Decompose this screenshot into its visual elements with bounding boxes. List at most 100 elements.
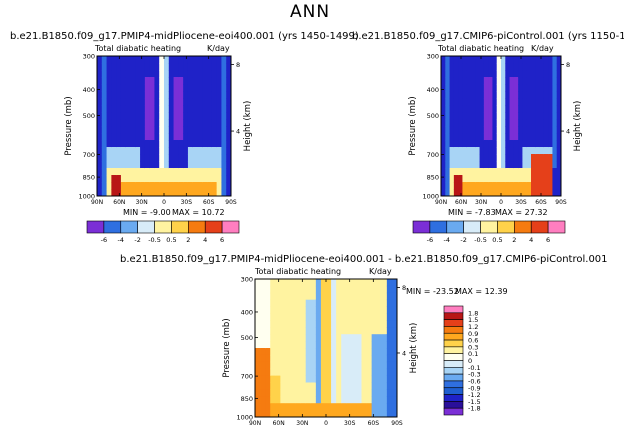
panel2-cell — [441, 189, 446, 197]
panel1-cell — [135, 56, 141, 64]
panel1-cell — [144, 168, 151, 176]
panel3-cell — [300, 354, 307, 363]
panel1-cell — [197, 105, 203, 113]
panel3-cell — [255, 279, 261, 287]
panel2-cell — [445, 147, 450, 155]
panel2-cell — [509, 77, 515, 85]
panel3-cell — [376, 396, 383, 404]
panel3-cell — [265, 279, 271, 287]
panel3-cell — [270, 334, 276, 342]
panel3-cell — [341, 334, 347, 342]
panel3-cell — [310, 341, 317, 349]
panel2-cell — [513, 91, 519, 99]
panel3-cell — [351, 396, 357, 404]
panel3-cell — [295, 396, 302, 404]
panel2-cell — [466, 154, 472, 162]
panel3-cell — [326, 292, 332, 301]
panel1-cell — [221, 175, 227, 183]
panel2-cell — [453, 63, 459, 71]
panel1-cell — [207, 105, 213, 113]
panel1-cell — [221, 56, 227, 64]
panel1-cell — [149, 56, 155, 64]
panel3-cell — [366, 354, 373, 363]
panel2-cell — [496, 147, 502, 155]
panel1-cell — [168, 91, 174, 99]
panel2-cell — [458, 119, 463, 127]
panel3-cell — [381, 375, 388, 383]
panel3-y-tick-label: 850 — [241, 395, 253, 403]
panel1-cell — [216, 56, 222, 64]
panel2-cell — [449, 112, 455, 120]
panel1-cell — [187, 119, 194, 127]
panel2-x-tick-label: 30N — [475, 199, 487, 206]
panel2-cell — [466, 105, 472, 113]
panel3-cell — [391, 382, 398, 390]
panel2-cell — [526, 98, 532, 106]
panel2-cell — [556, 77, 562, 85]
panel1-cell — [192, 56, 198, 64]
panel1-cell — [211, 140, 218, 148]
panel2-cell — [526, 154, 532, 162]
panel1-cell — [149, 63, 155, 71]
panel1-cell — [187, 105, 194, 113]
panel2-cell — [471, 112, 476, 120]
panel2-cell — [526, 77, 532, 85]
panel2-cell — [496, 119, 502, 127]
panel1-cell — [130, 147, 136, 155]
panel3-colorbar-label: -1.2 — [468, 391, 481, 399]
panel3-cell — [300, 403, 307, 411]
panel3-cell — [280, 389, 286, 397]
panel1-cell — [164, 140, 170, 148]
panel3-cell — [285, 320, 291, 328]
panel3-cell — [331, 279, 337, 287]
panel1-cell — [154, 175, 160, 183]
panel1-cell — [216, 105, 222, 113]
panel3-cell — [295, 334, 302, 342]
panel2-cell — [462, 147, 468, 155]
panel3-cell — [366, 327, 373, 335]
panel2-cell — [505, 126, 510, 134]
panel3-cell — [305, 348, 312, 356]
panel3-cell — [290, 403, 296, 411]
panel3-x-tick-label: 30N — [296, 420, 308, 427]
panel1-max: MAX = 10.72 — [172, 208, 225, 217]
panel2-cell — [466, 119, 472, 127]
panel2-cell — [501, 98, 506, 106]
panel1-cell — [187, 168, 194, 176]
panel3-cell — [336, 410, 342, 418]
panel2-cell — [449, 168, 455, 176]
panel1-cell — [116, 98, 122, 106]
panel1-x-tick-label: 30S — [181, 199, 193, 206]
panel2-cell — [535, 189, 540, 197]
panel1-cell — [101, 98, 107, 106]
panel2-colorbar-label: -6 — [427, 236, 433, 244]
panel2-cell — [475, 154, 480, 162]
panel3-cell — [270, 320, 276, 328]
panel3-cell — [290, 327, 296, 335]
panel3-cell — [265, 361, 271, 370]
panel3-cell — [280, 354, 286, 363]
panel1-cell — [135, 154, 141, 162]
panel2-cell — [539, 161, 545, 169]
panel1-cell — [101, 168, 107, 176]
panel3-cell — [320, 375, 327, 383]
panel3-cell — [336, 375, 342, 383]
panel1-cell — [216, 140, 222, 148]
panel2-cell — [526, 112, 532, 120]
panel3-cell — [255, 327, 261, 335]
panel1-cell — [106, 119, 112, 127]
panel1-cell — [197, 147, 203, 155]
panel1-cell — [226, 161, 232, 169]
panel2-cell — [449, 91, 455, 99]
panel1-cell — [197, 70, 203, 78]
panel2-cell — [458, 161, 463, 169]
panel2-cell — [475, 112, 480, 120]
panel2-cell — [535, 70, 540, 78]
panel2-cell — [471, 119, 476, 127]
panel2-cell — [462, 154, 468, 162]
panel1-cell — [130, 56, 136, 64]
panel1-cell — [149, 161, 155, 169]
panel1-cell — [221, 112, 227, 120]
panel3-cell — [356, 279, 362, 287]
